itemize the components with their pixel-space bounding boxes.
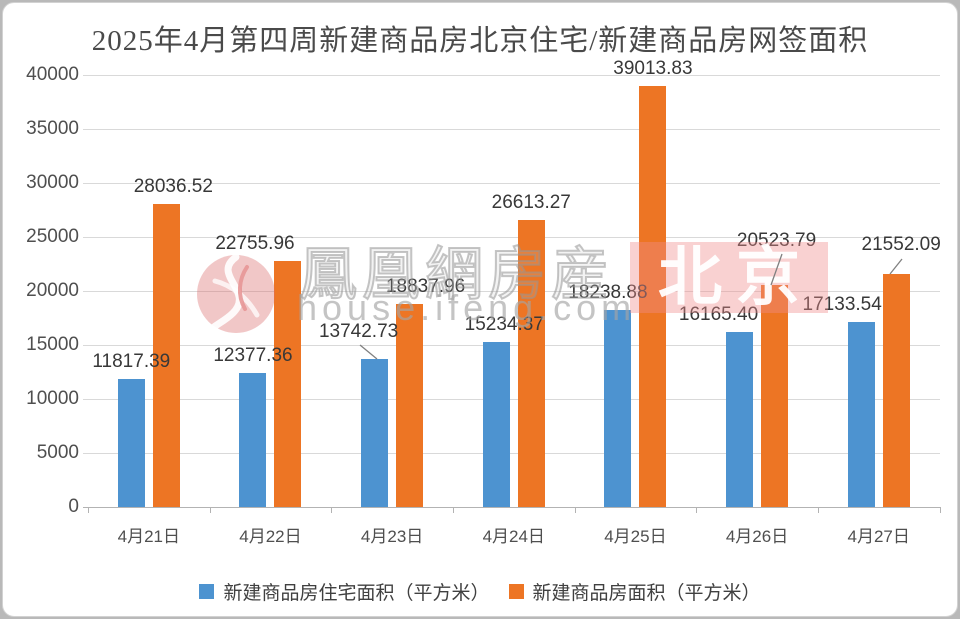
bar-value-label: 15234.37 bbox=[464, 314, 544, 336]
legend-swatch-total bbox=[508, 584, 524, 599]
bar-value-label: 18238.88 bbox=[568, 282, 648, 304]
legend-item-total: 新建商品房面积（平方米） bbox=[508, 578, 761, 605]
x-axis-tick bbox=[209, 507, 211, 513]
y-tick-label: 20000 bbox=[26, 280, 79, 301]
phoenix-logo-icon bbox=[197, 253, 275, 335]
bar-value-label: 26613.27 bbox=[491, 191, 571, 213]
bar-residential bbox=[604, 310, 632, 507]
y-tick-label: 40000 bbox=[26, 64, 79, 85]
y-tick-label: 0 bbox=[68, 496, 79, 517]
bar-residential bbox=[726, 332, 754, 507]
x-axis-tick bbox=[696, 507, 698, 513]
bar-total bbox=[396, 303, 424, 507]
bar-residential bbox=[239, 373, 267, 507]
bar-residential bbox=[361, 358, 389, 507]
y-tick-label: 10000 bbox=[26, 388, 79, 409]
plot-area: 0 5000 10000 15000 20000 25000 30000 35000 40000… bbox=[3, 3, 957, 616]
x-tick-label: 4月24日 bbox=[482, 527, 545, 546]
gridline bbox=[83, 399, 940, 400]
bar-total bbox=[639, 85, 667, 507]
gridline bbox=[83, 453, 940, 454]
legend-item-residential: 新建商品房住宅面积（平方米） bbox=[199, 578, 490, 605]
gridline bbox=[83, 345, 940, 346]
url-watermark-text: house.ifeng.com bbox=[297, 287, 637, 328]
brand-watermark-text: 鳳凰網房産 bbox=[298, 241, 615, 308]
bar-total bbox=[882, 274, 910, 507]
city-badge: 北京 bbox=[630, 242, 828, 313]
gridline bbox=[83, 75, 940, 76]
y-tick-label: 5000 bbox=[36, 442, 79, 463]
x-tick-label: 4月25日 bbox=[604, 527, 667, 546]
bar-residential bbox=[482, 342, 510, 507]
x-axis-tick bbox=[331, 507, 333, 513]
x-tick-label: 4月23日 bbox=[360, 527, 424, 546]
bar-total bbox=[274, 261, 302, 507]
x-tick-label: 4月21日 bbox=[117, 527, 180, 546]
bar-total bbox=[517, 219, 545, 507]
gridline bbox=[83, 129, 940, 130]
bar-value-label: 16165.40 bbox=[678, 304, 759, 326]
chart-legend: 新建商品房住宅面积（平方米） 新建商品房面积（平方米） bbox=[3, 578, 957, 605]
chart-title: 2025年4月第四周新建商品房北京住宅/新建商品房网签面积 bbox=[91, 25, 869, 57]
x-tick-label: 4月22日 bbox=[239, 527, 302, 546]
bar-value-label: 12377.36 bbox=[213, 345, 293, 367]
y-tick-label: 15000 bbox=[26, 334, 79, 355]
x-tick-label: 4月27日 bbox=[847, 527, 910, 546]
bar-value-label: 18837.96 bbox=[385, 275, 466, 297]
y-tick-label: 25000 bbox=[26, 226, 79, 247]
gridline bbox=[83, 291, 940, 292]
x-tick-label: 4月26日 bbox=[725, 527, 789, 546]
city-badge-text: 北京 bbox=[658, 241, 814, 313]
legend-label-total: 新建商品房面积（平方米） bbox=[532, 583, 761, 604]
x-axis-tick bbox=[88, 507, 89, 513]
bar-value-label: 21552.09 bbox=[861, 234, 941, 256]
x-axis-tick bbox=[817, 507, 819, 513]
gridline bbox=[83, 183, 940, 184]
bar-value-label: 28036.52 bbox=[133, 176, 213, 198]
legend-swatch-residential bbox=[199, 584, 215, 599]
x-axis-tick bbox=[939, 507, 941, 513]
x-axis-tick bbox=[452, 507, 454, 513]
bar-total bbox=[152, 204, 180, 507]
bar-value-label: 11817.39 bbox=[92, 351, 171, 373]
bar-value-label: 20523.79 bbox=[736, 230, 817, 252]
bar-value-label: 39013.83 bbox=[613, 57, 693, 79]
y-tick-label: 35000 bbox=[26, 118, 79, 139]
y-tick-label: 30000 bbox=[26, 172, 79, 193]
bar-value-label: 17133.54 bbox=[802, 293, 882, 315]
bar-value-label: 13742.73 bbox=[318, 320, 399, 342]
bar-residential bbox=[847, 321, 875, 507]
gridline bbox=[83, 237, 940, 238]
bar-total bbox=[761, 285, 789, 507]
x-axis-line bbox=[83, 507, 940, 508]
legend-label-residential: 新建商品房住宅面积（平方米） bbox=[223, 583, 490, 604]
bar-residential bbox=[117, 379, 145, 507]
bar-value-label: 22755.96 bbox=[215, 233, 295, 255]
x-axis-tick bbox=[574, 507, 576, 513]
